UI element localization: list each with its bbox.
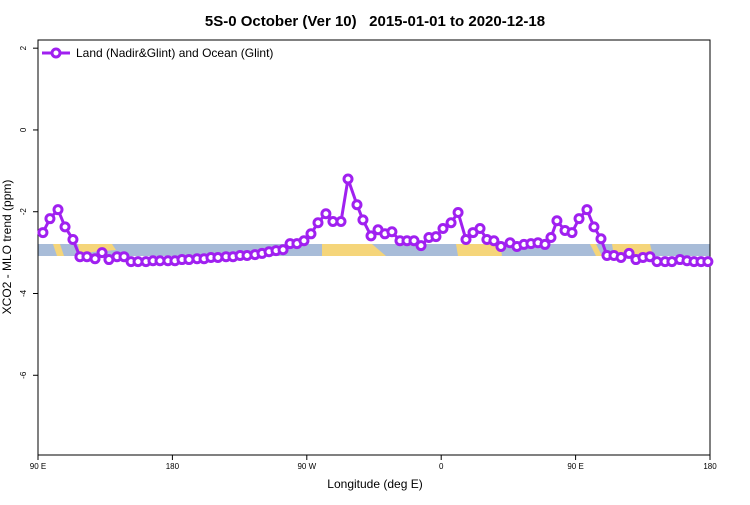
point	[365, 230, 377, 242]
land-patch	[322, 244, 386, 256]
point	[52, 204, 64, 216]
y-tick-label: 2	[19, 45, 28, 50]
point	[320, 208, 332, 220]
x-axis-label: Longitude (deg E)	[327, 477, 422, 491]
point	[335, 216, 347, 228]
point	[581, 204, 593, 216]
point	[573, 213, 585, 225]
y-tick-label: -2	[19, 208, 28, 216]
x-tick-label: 90 E	[30, 462, 46, 471]
x-tick-label: 180	[166, 462, 180, 471]
point	[59, 221, 71, 233]
legend-marker	[50, 47, 62, 59]
point	[445, 217, 457, 229]
point	[342, 173, 354, 185]
point	[118, 251, 130, 263]
point	[615, 252, 627, 264]
point	[430, 231, 442, 243]
land-patch	[456, 244, 502, 256]
point	[312, 217, 324, 229]
x-tick-label: 90 W	[297, 462, 316, 471]
x-tick-label: 90 E	[567, 462, 583, 471]
point	[702, 256, 714, 268]
point	[386, 226, 398, 238]
point	[474, 222, 486, 234]
y-axis-label: XCO2 - MLO trend (ppm)	[0, 180, 14, 315]
point	[305, 228, 317, 240]
point	[357, 214, 369, 226]
point	[44, 213, 56, 225]
point	[37, 227, 49, 239]
point	[595, 233, 607, 245]
point	[277, 244, 289, 256]
legend: Land (Nadir&Glint) and Ocean (Glint)	[42, 46, 273, 60]
point	[89, 253, 101, 265]
point	[415, 240, 427, 252]
x-tick-label: 180	[703, 462, 717, 471]
land-patch	[53, 244, 64, 256]
point	[437, 222, 449, 234]
point	[623, 247, 635, 259]
x-tick-label: 0	[439, 462, 444, 471]
y-tick-label: -4	[19, 289, 28, 297]
point	[588, 221, 600, 233]
point	[96, 247, 108, 259]
point	[408, 235, 420, 247]
point	[298, 235, 310, 247]
point	[566, 227, 578, 239]
plot-frame	[37, 39, 711, 456]
point	[351, 199, 363, 211]
point	[539, 238, 551, 250]
chart-title: 5S-0 October (Ver 10) 2015-01-01 to 2020…	[205, 13, 545, 30]
point	[551, 215, 563, 227]
point	[488, 235, 500, 247]
legend-label: Land (Nadir&Glint) and Ocean (Glint)	[76, 46, 273, 60]
point	[644, 251, 656, 263]
land-patch	[590, 244, 602, 256]
point	[452, 207, 464, 219]
point	[460, 234, 472, 246]
point	[495, 240, 507, 252]
point	[545, 231, 557, 243]
y-tick-label: -6	[19, 371, 28, 379]
point	[67, 234, 79, 246]
y-tick-label: 0	[19, 127, 28, 132]
